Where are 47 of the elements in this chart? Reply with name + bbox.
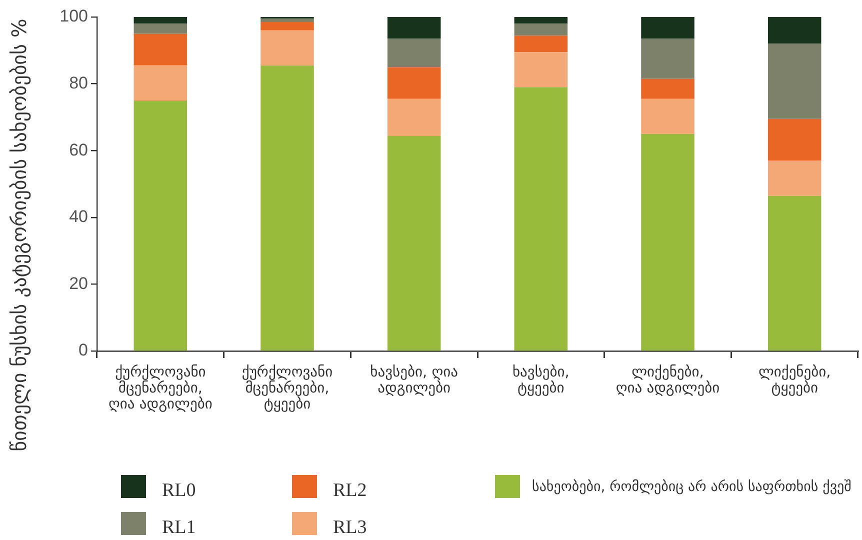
bar <box>260 22 314 30</box>
bar <box>514 24 568 36</box>
legend-label: RL1 <box>162 516 196 538</box>
y-tick-label: 20 <box>69 274 88 293</box>
bar <box>514 52 568 88</box>
y-tick-label: 0 <box>78 340 88 360</box>
bar <box>641 17 694 39</box>
bar <box>387 38 441 68</box>
bar <box>514 17 568 24</box>
bar <box>641 98 694 134</box>
legend-label: RL3 <box>333 516 367 538</box>
bar <box>134 34 188 66</box>
bar <box>387 98 441 136</box>
bar <box>260 18 314 22</box>
legend-label: სახეობები, რომლებიც არ არის საფრთხის ქვეშ <box>532 478 852 494</box>
x-tick-label: ხავსები, ტყეები <box>512 364 570 397</box>
bar <box>768 17 822 44</box>
y-tick-label: 40 <box>69 207 88 226</box>
x-tick-label: ლიქენები, ტყეები <box>758 364 831 397</box>
bar <box>134 65 188 100</box>
bar <box>641 38 694 79</box>
y-tick-label: 60 <box>69 140 88 160</box>
bar <box>134 24 188 34</box>
y-axis-title: წითელი ნუსხის კატეგორიების სახეობების % <box>7 18 31 452</box>
legend-label: RL0 <box>162 480 196 502</box>
bar <box>134 100 188 350</box>
x-tick-label: ლიქენები, ღია ადგილები <box>616 364 720 397</box>
legend-label: RL2 <box>333 480 367 502</box>
bar <box>768 160 822 196</box>
bar <box>641 134 694 350</box>
bar <box>514 87 568 350</box>
bar <box>134 17 188 24</box>
x-tick-label: ხავსები, ღია ადგილები <box>370 364 458 397</box>
bar <box>768 44 822 119</box>
x-tick-label: ქურქლოვანი მცენარეები, ტყეები <box>242 364 333 413</box>
x-tick-label: ქურქლოვანი მცენარეები, ღია ადგილები <box>108 364 212 413</box>
bar <box>387 136 441 350</box>
bar <box>260 30 314 66</box>
y-tick-label: 100 <box>60 6 88 26</box>
bar <box>387 67 441 99</box>
bar <box>641 78 694 99</box>
bar <box>260 65 314 350</box>
bar <box>387 17 441 39</box>
bar <box>768 196 822 350</box>
bar <box>514 35 568 52</box>
bar <box>768 118 822 161</box>
y-tick-label: 80 <box>69 73 88 92</box>
